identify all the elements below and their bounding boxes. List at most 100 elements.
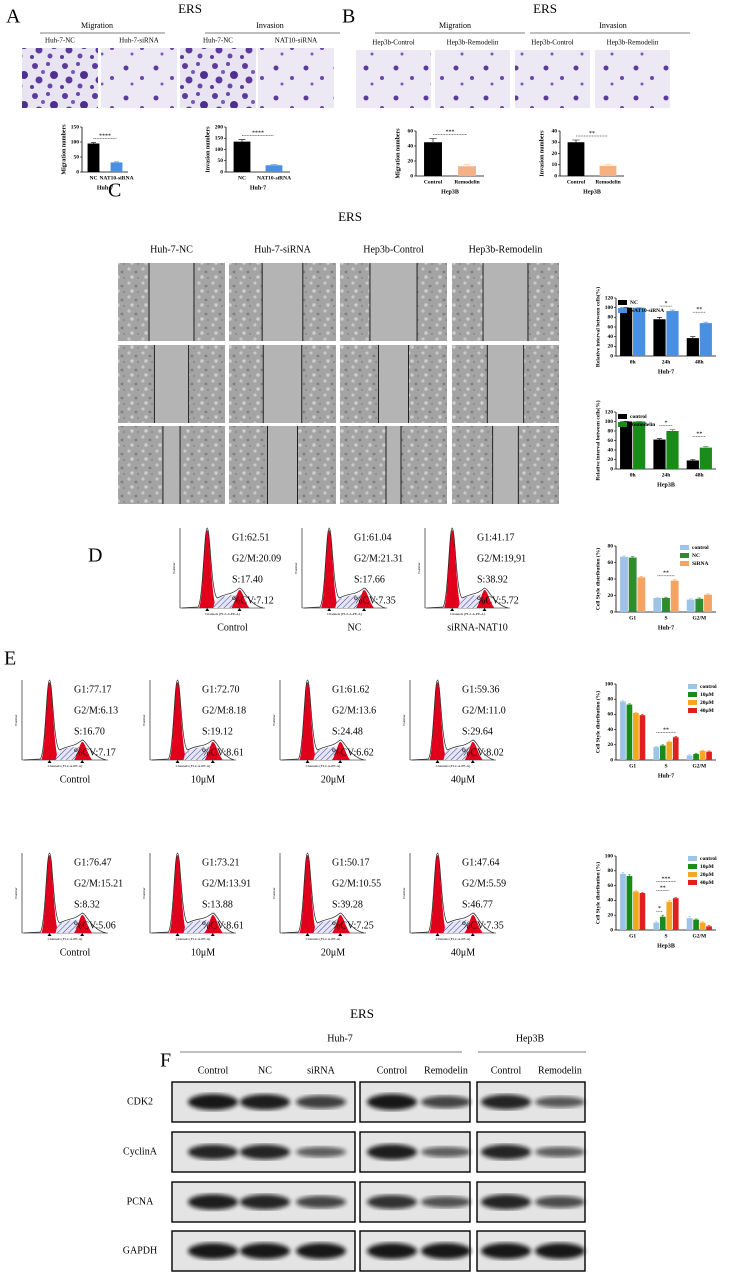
flow-x-axis: Channels (FL2-A-PE-A) (436, 764, 472, 768)
lane-label: NC (258, 1065, 272, 1076)
bar (639, 715, 646, 760)
lane-label: Remodelin (424, 1065, 468, 1076)
legend-label: NC (692, 553, 700, 559)
y-tick-label: 0 (220, 169, 223, 175)
y-tick-label: 150 (71, 124, 80, 130)
blot-band (535, 1243, 585, 1259)
bar (686, 599, 695, 612)
significance-label: ** (696, 307, 702, 313)
flow-x-axis: Channels (FL2-A-PE-A) (306, 937, 342, 941)
bar (110, 162, 123, 172)
error-bar (621, 871, 625, 874)
y-tick-label: 0 (610, 466, 613, 472)
image-label: NAT10-siRNA (275, 37, 317, 45)
bar (633, 712, 639, 760)
y-tick-label: 40 (552, 128, 558, 134)
y-tick-label: 0 (610, 353, 613, 359)
bar (686, 918, 693, 930)
y-tick-label: 20 (608, 344, 614, 350)
flow-y-axis: Number (272, 886, 276, 898)
error-bar (669, 429, 676, 431)
x-tick-label: 48h (695, 472, 704, 478)
blot-band (367, 1144, 417, 1160)
group-label: Hep3B (516, 1033, 545, 1044)
legend-swatch (688, 864, 697, 869)
y-tick-label: 0 (610, 927, 613, 933)
bar (699, 922, 706, 930)
legend-label: Remodelin (630, 422, 655, 428)
legend-swatch (680, 545, 689, 550)
g1-peak (429, 855, 447, 933)
error-bar (661, 744, 665, 746)
panel-letter: C (108, 180, 121, 202)
error-bar (656, 317, 663, 320)
flow-x-axis: Channels (FL2-A-PE-A) (48, 764, 84, 768)
error-bar (701, 921, 704, 923)
y-tick-label: 20 (408, 158, 414, 164)
group-label: Migration (81, 21, 113, 30)
bar (699, 447, 712, 469)
error-bar (661, 914, 665, 917)
flow-label: 20μM (321, 774, 345, 785)
x-tick-label: NAT10-siRNA (257, 175, 291, 181)
cell-cycle-stat: G2/M:19,91 (477, 553, 526, 564)
y-tick-label: 100 (215, 147, 224, 153)
g2-peak (74, 742, 93, 760)
wound-gap (386, 426, 401, 504)
column-label: Hep3b-Control (363, 244, 424, 255)
flow-y-axis: Number (417, 561, 421, 573)
error-bar (703, 321, 709, 324)
error-bar (656, 438, 663, 440)
blot-band (240, 1243, 290, 1259)
bar (265, 165, 283, 172)
error-bar (688, 754, 691, 756)
g1-peak (169, 855, 187, 933)
blot-band (481, 1243, 531, 1259)
x-tick-label: 48h (695, 359, 704, 365)
blot-band (367, 1094, 417, 1110)
lane-label: Control (377, 1065, 408, 1076)
histogram-outline (411, 852, 495, 934)
bar (620, 873, 626, 930)
g1-peak (299, 682, 317, 760)
micrograph (356, 50, 431, 108)
lane-label: Remodelin (538, 1065, 582, 1076)
bar (695, 598, 704, 612)
x-tick-label: Control (567, 179, 586, 185)
flow-x-axis: Channels (FL2-A-PE-A) (48, 937, 84, 941)
bar (666, 901, 673, 930)
blot-band (481, 1144, 531, 1160)
legend-label: 20μM (700, 700, 715, 706)
x-axis-label: Hep3B (583, 189, 601, 195)
g1-peak (299, 855, 317, 933)
axis-marker (450, 608, 487, 611)
cell-cycle-stat: S:17.66 (354, 574, 385, 585)
y-axis-label: Cell Style distribution (%) (594, 691, 601, 753)
y-tick-label: 20 (608, 912, 614, 918)
bar (653, 597, 662, 612)
cell-cycle-stat: S:8.32 (74, 899, 100, 910)
blot-band (296, 1095, 346, 1109)
significance-label: * (658, 906, 661, 912)
lane-label: Control (198, 1065, 229, 1076)
y-tick-label: 40 (608, 447, 614, 453)
image-label: Hep3b-Remodelin (607, 39, 659, 47)
bar (666, 431, 679, 469)
bar (699, 323, 712, 356)
error-bar (667, 900, 671, 902)
cell-cycle-stat: S:16.70 (74, 726, 105, 737)
bar (672, 898, 679, 930)
group-label: Invasion (256, 21, 284, 30)
y-tick-label: 0 (554, 173, 557, 179)
cell-cycle-stat: G1:50.17 (332, 857, 370, 868)
wound-gap (263, 345, 302, 423)
axis-marker (47, 933, 85, 936)
column-label: Hep3b-Remodelin (469, 244, 543, 255)
protein-label: CDK2 (127, 1096, 153, 1107)
y-tick-label: 40 (608, 334, 614, 340)
bar (653, 747, 660, 760)
cell-cycle-stat: %CV:5.72 (477, 595, 519, 606)
error-bar (672, 579, 677, 581)
bar (620, 556, 628, 612)
